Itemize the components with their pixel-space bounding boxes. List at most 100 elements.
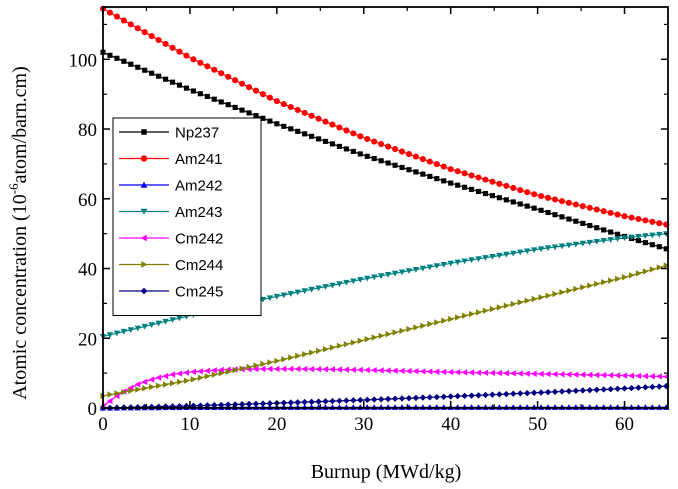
data-point [468, 257, 475, 264]
data-point [343, 127, 350, 134]
data-point [246, 110, 252, 116]
data-point [392, 162, 398, 168]
data-point [336, 281, 343, 288]
data-point [134, 325, 141, 332]
data-point [607, 209, 614, 216]
data-point [524, 297, 531, 304]
data-point [517, 370, 523, 377]
data-point [579, 240, 587, 247]
data-point [579, 387, 587, 394]
data-point [225, 368, 232, 375]
data-point [642, 384, 649, 391]
data-point [364, 275, 371, 282]
data-point [642, 217, 649, 224]
data-point [273, 365, 280, 373]
data-point [329, 397, 336, 405]
x-tick-label: 30 [354, 414, 373, 435]
data-point [551, 244, 559, 251]
data-point [336, 143, 342, 149]
data-point [593, 238, 600, 245]
data-point [656, 231, 663, 238]
data-point [260, 115, 266, 121]
data-point [551, 196, 559, 203]
data-point [489, 305, 496, 313]
data-point [162, 40, 169, 47]
data-point [107, 391, 114, 398]
data-point [461, 369, 468, 376]
data-point [114, 390, 121, 397]
data-point [649, 266, 656, 273]
data-point [357, 337, 364, 345]
data-point [559, 289, 566, 296]
data-point [566, 287, 573, 294]
data-point [266, 400, 274, 407]
legend-marker [140, 155, 148, 162]
data-point [601, 279, 607, 286]
data-point [218, 99, 224, 105]
data-point [315, 365, 322, 373]
data-point [295, 128, 301, 134]
data-point [211, 371, 218, 378]
data-point [580, 220, 586, 226]
data-point [517, 299, 524, 306]
data-point [357, 277, 364, 283]
legend-item-am242: Am242 [119, 178, 223, 195]
data-point [649, 373, 655, 380]
data-point [302, 131, 308, 137]
data-point [343, 279, 350, 286]
data-point [454, 369, 461, 376]
data-point [302, 351, 308, 358]
data-point [308, 398, 315, 406]
data-point [301, 109, 308, 116]
y-axis-label: Atomic concentration (10-6atom/barn.cm) [6, 66, 31, 400]
data-point [433, 161, 440, 168]
data-point [322, 346, 329, 353]
legend-label: Cm242 [175, 231, 223, 248]
data-point [141, 323, 148, 330]
data-point [127, 327, 135, 334]
data-point [308, 112, 315, 119]
data-point [573, 218, 579, 224]
data-point [426, 394, 434, 401]
data-point [266, 295, 274, 302]
series-cm244 [100, 262, 670, 399]
data-point [614, 385, 621, 393]
data-point [169, 380, 176, 387]
data-point [538, 294, 545, 301]
y-tick-label: 100 [69, 50, 98, 71]
data-point [398, 148, 406, 155]
data-point [461, 258, 468, 265]
data-point [176, 370, 183, 377]
data-point [218, 401, 225, 409]
data-point [371, 274, 378, 281]
data-point [301, 288, 308, 295]
data-point [419, 394, 427, 401]
data-point [517, 201, 523, 207]
data-point [468, 392, 475, 399]
data-point [496, 180, 503, 187]
data-point [239, 365, 246, 372]
data-point [496, 252, 503, 259]
y-axis-label-exponent: -6 [6, 183, 21, 194]
data-point [294, 399, 301, 406]
data-point [315, 285, 322, 292]
data-point [530, 389, 538, 397]
data-point [412, 267, 420, 273]
data-point [565, 199, 572, 206]
data-point [579, 371, 586, 378]
data-point [329, 366, 336, 373]
data-point [288, 354, 294, 361]
data-point [538, 207, 544, 213]
data-point [635, 384, 642, 391]
data-point [218, 370, 225, 377]
data-point [190, 376, 197, 383]
data-point [357, 133, 364, 140]
data-point [156, 382, 162, 389]
data-point [586, 386, 593, 394]
data-point [120, 328, 128, 335]
legend-marker [140, 287, 148, 295]
data-point [350, 366, 356, 373]
data-point [148, 33, 155, 40]
data-point [155, 320, 162, 327]
data-point [190, 56, 197, 63]
